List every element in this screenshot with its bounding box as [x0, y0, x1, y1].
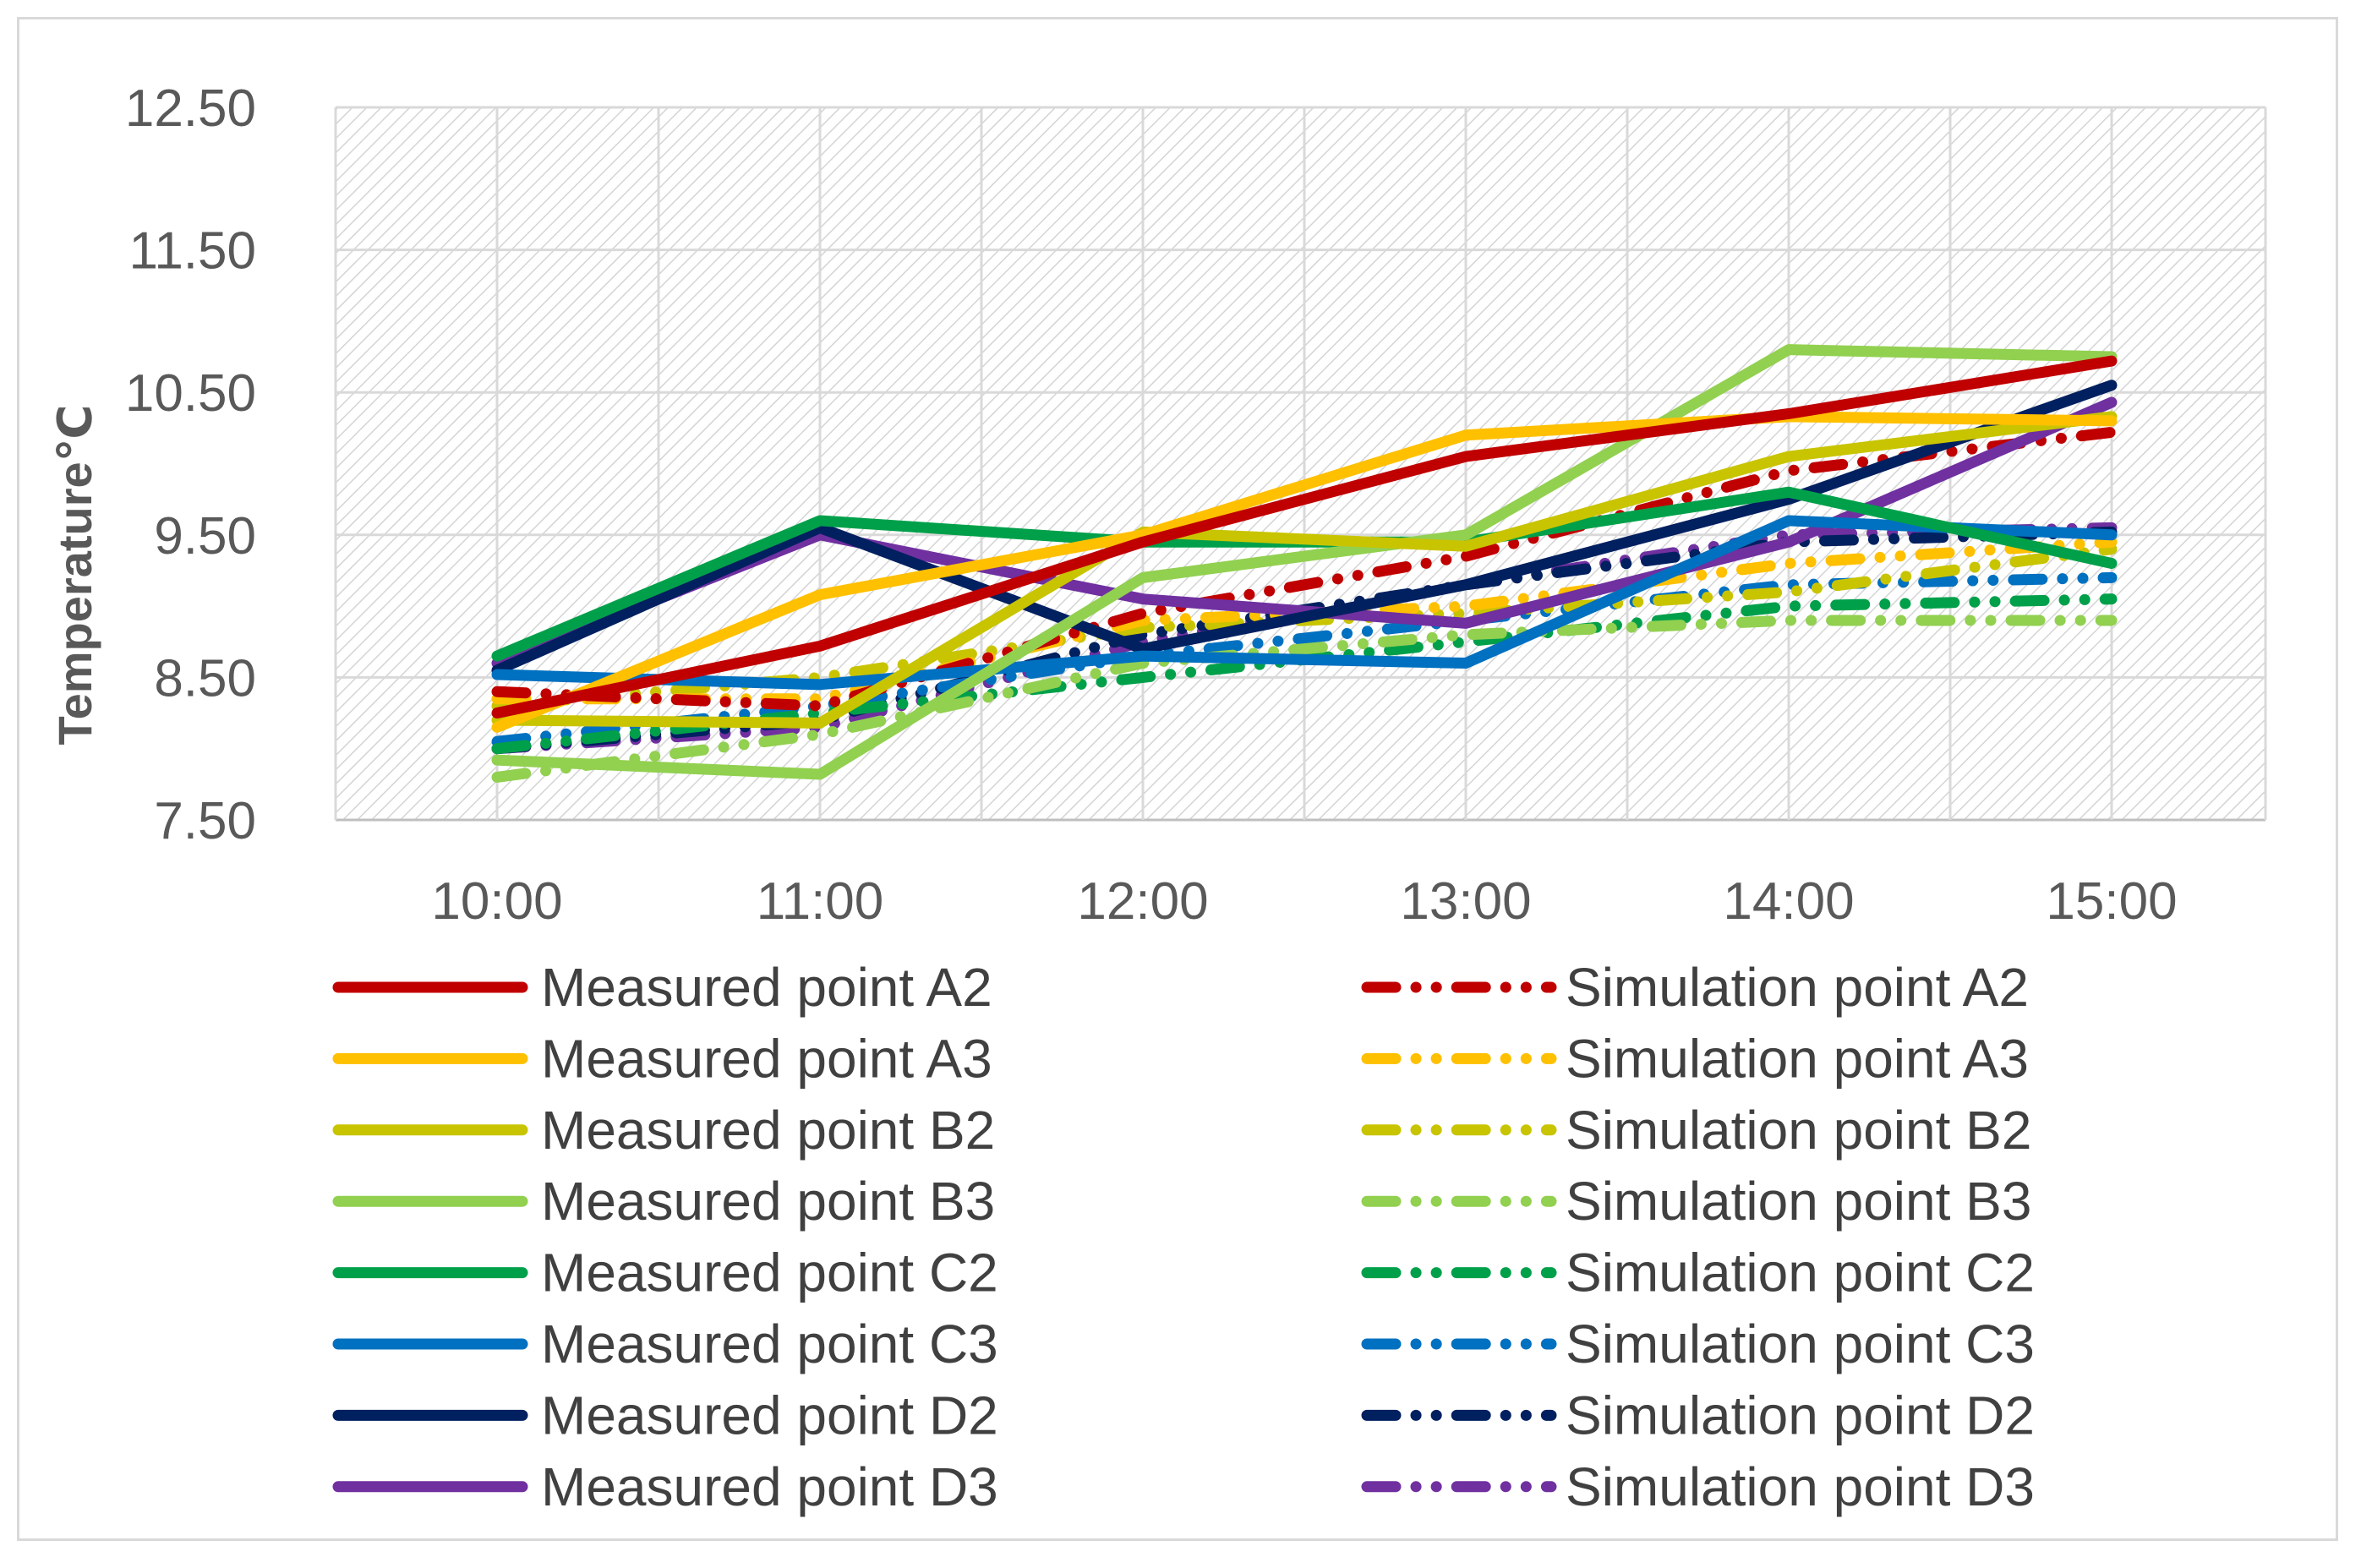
- x-tick-label: 11:00: [757, 872, 884, 931]
- legend-label: Measured point B2: [541, 1100, 995, 1161]
- y-axis-ticks: 7.50 8.50 9.50 10.50 11.50 12.50: [125, 79, 256, 850]
- legend-label: Simulation point D3: [1566, 1456, 2035, 1517]
- legend-label: Measured point B3: [541, 1171, 995, 1232]
- x-tick-label: 14:00: [1723, 872, 1854, 931]
- series-line-measured-point-a3: [491, 411, 2118, 733]
- x-tick-label: 13:00: [1400, 872, 1531, 931]
- series-line-measured-point-a2: [491, 355, 2118, 719]
- legend-label: Simulation point D2: [1566, 1385, 2035, 1445]
- legend-label: Measured point C2: [541, 1243, 998, 1303]
- series-line-measured-point-b3: [491, 344, 2118, 780]
- y-tick-label: 11.50: [128, 222, 256, 281]
- x-axis-ticks: 10:00 11:00 12:00 13:00 14:00 15:00: [431, 872, 2177, 931]
- x-tick-label: 10:00: [431, 872, 562, 931]
- y-axis-title: Temperature℃: [48, 405, 101, 746]
- series-line-simulation-point-b3: [491, 615, 2118, 783]
- x-tick-label: 15:00: [2046, 872, 2177, 931]
- y-tick-label: 9.50: [154, 507, 256, 565]
- legend-label: Measured point A2: [541, 957, 992, 1018]
- legend-label: Measured point A3: [541, 1028, 992, 1089]
- legend-label: Simulation point A2: [1566, 957, 2029, 1018]
- legend-label: Simulation point B3: [1566, 1171, 2031, 1232]
- series-lines: [491, 344, 2118, 783]
- legend-label: Measured point D2: [541, 1385, 998, 1445]
- y-tick-label: 12.50: [125, 79, 256, 138]
- legend-label: Simulation point C2: [1566, 1243, 2035, 1303]
- legend: Measured point A2 Measured point A3 Measur…: [332, 957, 2035, 1517]
- series-line-measured-point-d2: [491, 380, 2118, 676]
- series-line-measured-point-b2: [491, 411, 2118, 729]
- y-tick-label: 10.50: [125, 364, 256, 423]
- legend-label: Simulation point A3: [1566, 1028, 2029, 1089]
- series-line-simulation-point-a2: [491, 426, 2118, 712]
- x-tick-label: 12:00: [1077, 872, 1208, 931]
- legend-label: Measured point C3: [541, 1314, 998, 1374]
- legend-label: Simulation point C3: [1566, 1314, 2035, 1374]
- y-tick-label: 8.50: [154, 649, 256, 708]
- legend-label: Simulation point B2: [1566, 1100, 2031, 1161]
- series-line-measured-point-c3: [491, 515, 2118, 691]
- y-tick-label: 7.50: [154, 792, 256, 850]
- legend-label: Measured point D3: [541, 1456, 998, 1517]
